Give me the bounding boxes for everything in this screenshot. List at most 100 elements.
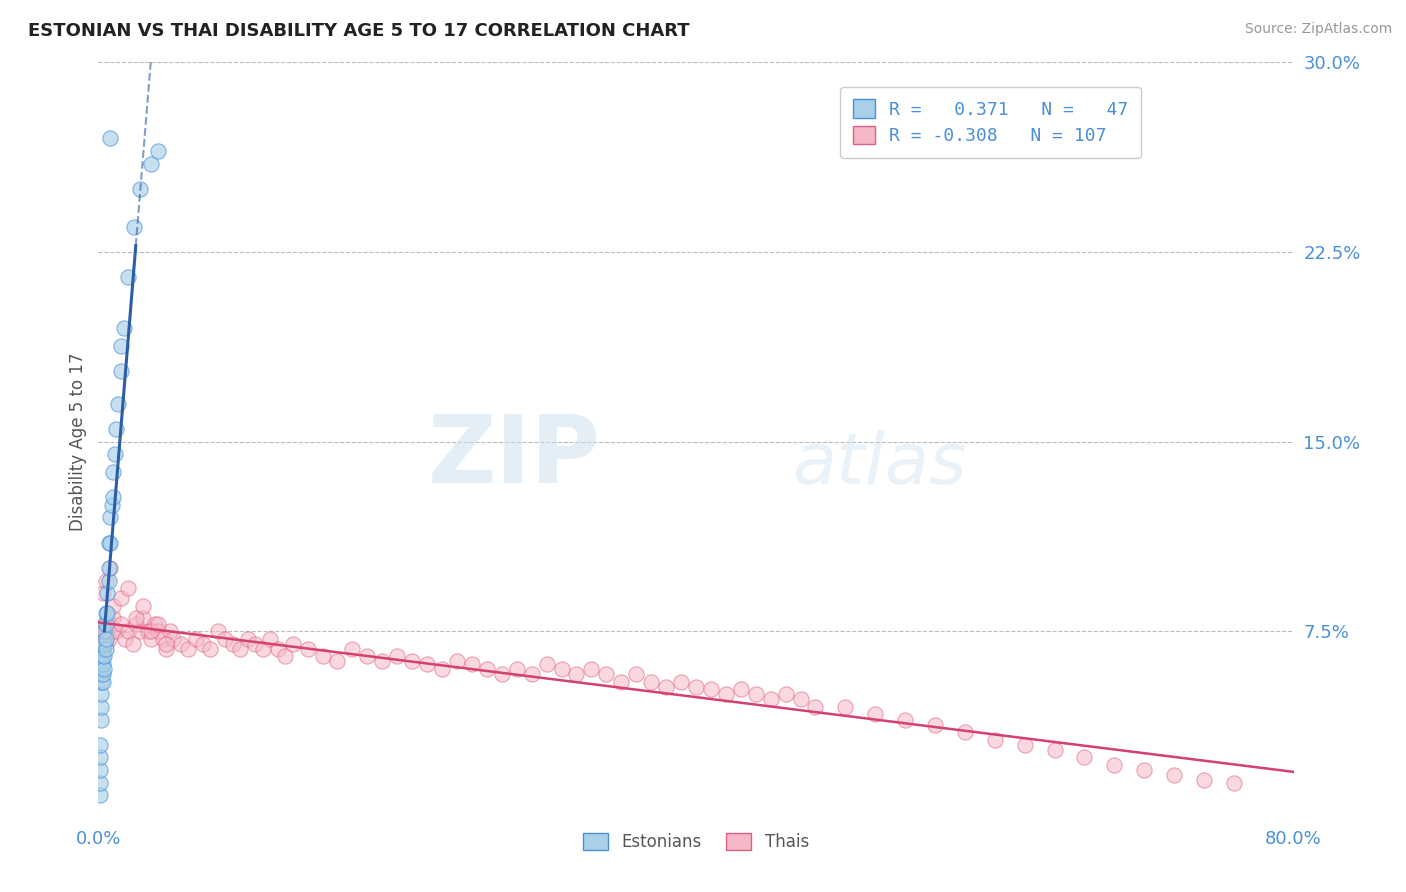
Point — [91, 657, 114, 671]
Point — [1073, 750, 1095, 764]
Point — [259, 632, 281, 646]
Point — [804, 699, 827, 714]
Point — [1223, 776, 1246, 790]
Point — [93, 649, 115, 664]
Point — [112, 320, 135, 334]
Point — [342, 641, 364, 656]
Point — [91, 667, 114, 681]
Point — [148, 144, 170, 158]
Point — [834, 699, 856, 714]
Point — [93, 616, 115, 631]
Point — [98, 510, 122, 524]
Point — [1133, 763, 1156, 777]
Point — [98, 561, 122, 575]
Point — [98, 131, 122, 145]
Point — [105, 624, 128, 639]
Point — [125, 616, 148, 631]
Point — [93, 632, 115, 646]
Point — [1014, 738, 1036, 752]
Point — [356, 649, 378, 664]
Point — [581, 662, 603, 676]
Point — [894, 713, 917, 727]
Point — [685, 680, 707, 694]
Point — [93, 637, 115, 651]
Point — [91, 649, 114, 664]
Point — [139, 624, 162, 639]
Point — [475, 662, 498, 676]
Point — [89, 641, 111, 656]
Point — [200, 641, 222, 656]
Point — [89, 789, 111, 803]
Point — [245, 637, 267, 651]
Point — [669, 674, 692, 689]
Point — [1104, 758, 1126, 772]
Point — [110, 364, 132, 378]
Point — [98, 535, 122, 549]
Point — [91, 624, 114, 639]
Point — [94, 641, 117, 656]
Point — [169, 637, 191, 651]
Point — [89, 632, 111, 646]
Point — [759, 692, 782, 706]
Point — [91, 641, 114, 656]
Point — [129, 182, 152, 196]
Point — [789, 692, 811, 706]
Point — [626, 667, 648, 681]
Point — [155, 641, 177, 656]
Point — [207, 624, 229, 639]
Point — [371, 655, 394, 669]
Point — [700, 682, 723, 697]
Point — [97, 574, 120, 588]
Point — [550, 662, 572, 676]
Point — [89, 738, 111, 752]
Text: ZIP: ZIP — [427, 410, 600, 503]
Point — [132, 599, 155, 613]
Point — [191, 637, 214, 651]
Point — [94, 574, 117, 588]
Point — [416, 657, 439, 671]
Point — [110, 338, 132, 352]
Point — [139, 156, 162, 170]
Point — [89, 763, 111, 777]
Point — [953, 725, 976, 739]
Point — [90, 687, 112, 701]
Point — [775, 687, 797, 701]
Point — [110, 616, 132, 631]
Point — [745, 687, 768, 701]
Point — [139, 632, 162, 646]
Point — [565, 667, 588, 681]
Point — [326, 655, 349, 669]
Point — [148, 616, 170, 631]
Point — [96, 624, 118, 639]
Point — [297, 641, 319, 656]
Legend: Estonians, Thais: Estonians, Thais — [576, 826, 815, 858]
Point — [129, 624, 152, 639]
Point — [730, 682, 752, 697]
Point — [98, 616, 122, 631]
Y-axis label: Disability Age 5 to 17: Disability Age 5 to 17 — [69, 352, 87, 531]
Point — [93, 662, 115, 676]
Point — [89, 750, 111, 764]
Point — [90, 667, 112, 681]
Point — [1043, 743, 1066, 757]
Point — [103, 599, 125, 613]
Point — [184, 632, 207, 646]
Point — [252, 641, 274, 656]
Point — [97, 535, 120, 549]
Point — [143, 616, 166, 631]
Point — [90, 637, 112, 651]
Point — [90, 657, 112, 671]
Point — [94, 637, 117, 651]
Point — [103, 611, 125, 625]
Point — [90, 674, 112, 689]
Point — [311, 649, 333, 664]
Point — [90, 649, 112, 664]
Point — [1192, 773, 1215, 788]
Point — [132, 611, 155, 625]
Point — [90, 713, 112, 727]
Point — [94, 607, 117, 621]
Text: atlas: atlas — [792, 430, 966, 499]
Point — [91, 641, 114, 656]
Point — [430, 662, 453, 676]
Point — [90, 699, 112, 714]
